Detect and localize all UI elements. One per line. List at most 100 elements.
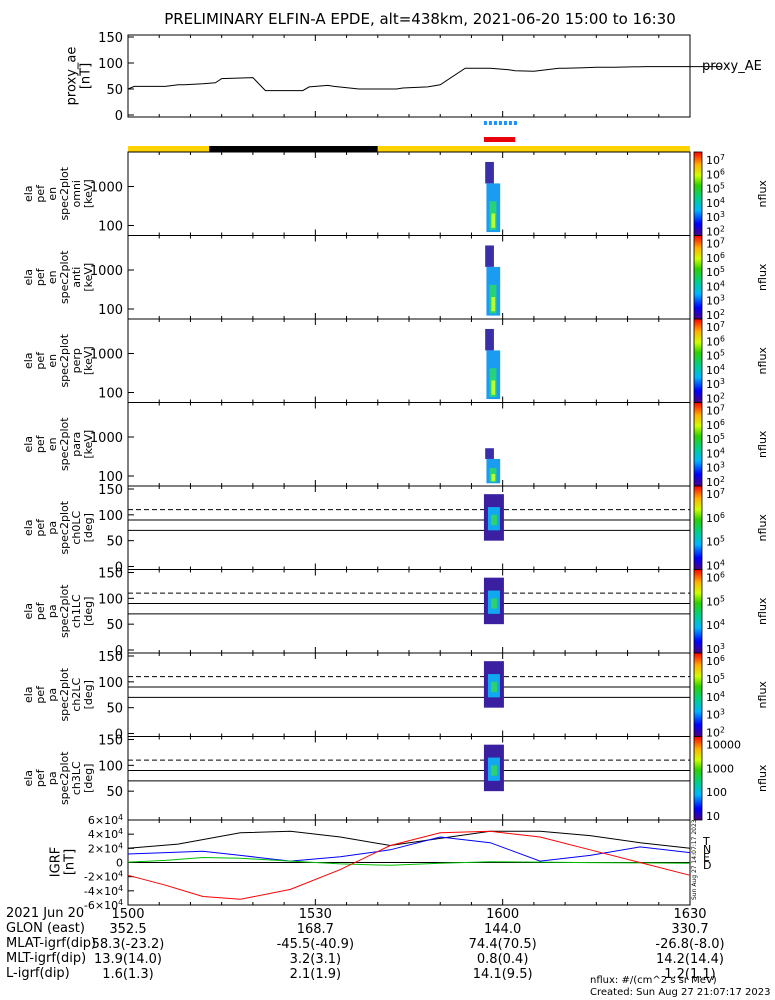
colorbar-tick-label: 105 xyxy=(706,594,725,609)
energy-y-axis-label: ela pef en spec2plot anti [keV] xyxy=(22,250,95,304)
colorbar-tick-label: 105 xyxy=(706,181,725,196)
energy-y-axis-label-line: ela xyxy=(22,185,35,202)
pitch-y-tick-label: 0 xyxy=(115,728,123,743)
energy-y-axis-label-line: ela xyxy=(22,352,35,369)
plot-title: PRELIMINARY ELFIN-A EPDE, alt=438km, 202… xyxy=(164,10,676,28)
colorbar-label: nflux xyxy=(756,430,769,458)
pitch-y-axis-label-line: ch2LC xyxy=(70,678,83,712)
pitch-panel-frame xyxy=(127,652,691,737)
energy-y-axis-label-line: ela xyxy=(22,269,35,286)
pitch-y-axis-label-line: pef xyxy=(34,685,47,704)
field-series-t xyxy=(127,830,691,849)
pitch-y-axis-label-line: ela xyxy=(22,770,35,787)
colorbar xyxy=(693,151,703,236)
field-legend-d: D xyxy=(703,859,711,872)
footer-value: 1500 xyxy=(111,907,144,922)
pitch-y-axis-label-line: ela xyxy=(22,519,35,536)
pitch-y-axis-label-line: [deg] xyxy=(82,513,95,542)
energy-y-axis-label-line: en xyxy=(46,437,59,451)
colorbar-tick-label: 106 xyxy=(706,654,725,669)
energy-y-axis-label-line: [keV] xyxy=(82,179,95,208)
colorbar-tick-label: 102 xyxy=(706,725,725,740)
colorbar-tick-label: 103 xyxy=(706,210,725,225)
pitch-spectrum-peak xyxy=(490,598,497,609)
pitch-y-axis-label-line: spec2plot xyxy=(58,667,71,721)
colorbar xyxy=(693,485,703,570)
colorbar-tick-label: 105 xyxy=(706,432,725,447)
created-stamp-text: Sun Aug 27 14:07:17 2023 xyxy=(691,819,698,900)
colorbar-tick-label: 106 xyxy=(706,417,725,432)
fast-mode-marker-dash xyxy=(513,121,517,125)
colorbar xyxy=(693,736,703,821)
science-zone-marker xyxy=(483,137,516,142)
colorbar-tick-label: 102 xyxy=(706,224,725,239)
energy-y-axis-label-line: pef xyxy=(34,267,47,286)
energy-y-axis-label-line: ela xyxy=(22,436,35,453)
energy-panel-frame xyxy=(127,402,691,487)
energy-y-axis-label-line: [keV] xyxy=(82,263,95,292)
energy-y-tick-label: 1000 xyxy=(90,264,123,279)
pitch-y-axis-label-line: pa xyxy=(46,521,59,535)
footer-value: 1.2(1.1) xyxy=(664,967,716,982)
footer-value: -26.8(-8.0) xyxy=(655,937,724,952)
ae-legend-label: proxy_AE xyxy=(702,59,762,74)
field-legend-e: E xyxy=(703,851,710,864)
colorbar xyxy=(693,318,703,403)
footer-row-label: 2021 Jun 20 xyxy=(6,906,85,921)
field-series-d xyxy=(127,830,691,900)
colorbar-label: nflux xyxy=(756,597,769,625)
nflux-units-note: nflux: #/(cm^2 s sr MeV) xyxy=(590,975,717,986)
colorbar-tick-label: 105 xyxy=(706,671,725,686)
footer-value: 14.1(9.5) xyxy=(473,967,533,982)
ae-y-tick-label: 0 xyxy=(115,109,123,124)
energy-y-tick-label: 1000 xyxy=(90,431,123,446)
colorbar-tick-label: 104 xyxy=(706,558,725,573)
pitch-y-tick-label: 150 xyxy=(98,734,123,749)
field-y-tick-label: -6×104 xyxy=(84,898,123,913)
colorbar-tick-label: 102 xyxy=(706,308,725,323)
colorbar-tick-label: 104 xyxy=(706,689,725,704)
footer-row-label: MLT-igrf(dip) xyxy=(6,951,87,966)
energy-y-axis-label-line: spec2plot xyxy=(58,417,71,471)
day-night-segment xyxy=(377,146,690,152)
colorbar-label-text: nflux xyxy=(756,764,769,792)
energy-panel-frame xyxy=(127,318,691,403)
pitch-panel-frame xyxy=(127,569,691,654)
energy-y-axis-label-line: en xyxy=(46,187,59,201)
colorbar-tick-label: 102 xyxy=(706,475,725,490)
field-y-tick-label: 2×104 xyxy=(88,841,123,856)
energy-y-axis-label-line: pef xyxy=(34,434,47,453)
energy-y-tick-label: 1000 xyxy=(90,348,123,363)
pitch-y-axis-label: ela pef pa spec2plot ch1LC [deg] xyxy=(22,584,95,638)
pitch-y-axis-label-line: pef xyxy=(34,601,47,620)
field-legend-n: N xyxy=(703,843,711,856)
pitch-y-axis-label-line: pa xyxy=(46,604,59,618)
energy-y-axis-label-line: pef xyxy=(34,351,47,370)
energy-y-axis-label-line: omni xyxy=(70,180,83,207)
pitch-y-axis-label-line: spec2plot xyxy=(58,751,71,805)
footer-value: 352.5 xyxy=(109,922,146,937)
footer-value: 3.2(3.1) xyxy=(290,952,342,967)
energy-y-axis-label: ela pef en spec2plot omni [keV] xyxy=(22,166,95,220)
field-y-tick-label: -4×104 xyxy=(84,883,123,898)
pitch-y-tick-label: 150 xyxy=(98,483,123,498)
energy-panel-frame xyxy=(127,151,691,236)
pitch-y-axis-label-line: pa xyxy=(46,688,59,702)
pitch-spectrum-peak xyxy=(490,514,497,526)
pitch-y-axis-label-line: ch0LC xyxy=(70,511,83,545)
fast-mode-marker-dash xyxy=(508,121,512,125)
footer-row-3: MLT-igrf(dip) xyxy=(6,951,86,966)
footer-value: -45.5(-40.9) xyxy=(277,937,354,952)
spectrogram-patch xyxy=(485,328,494,351)
energy-panel-frame xyxy=(127,235,691,320)
energy-y-axis-label-line: [keV] xyxy=(82,430,95,459)
footer-value: 0.8(0.4) xyxy=(477,952,529,967)
colorbar-tick-label: 107 xyxy=(706,153,725,168)
pitch-y-axis-label-line: ela xyxy=(22,603,35,620)
spectrogram-patch xyxy=(485,448,494,459)
colorbar-label: nflux xyxy=(756,263,769,291)
energy-y-tick-label: 100 xyxy=(98,303,123,318)
pitch-y-axis-label-line: spec2plot xyxy=(58,584,71,638)
fast-mode-marker-dash xyxy=(488,121,492,125)
pitch-y-tick-label: 0 xyxy=(115,561,123,576)
